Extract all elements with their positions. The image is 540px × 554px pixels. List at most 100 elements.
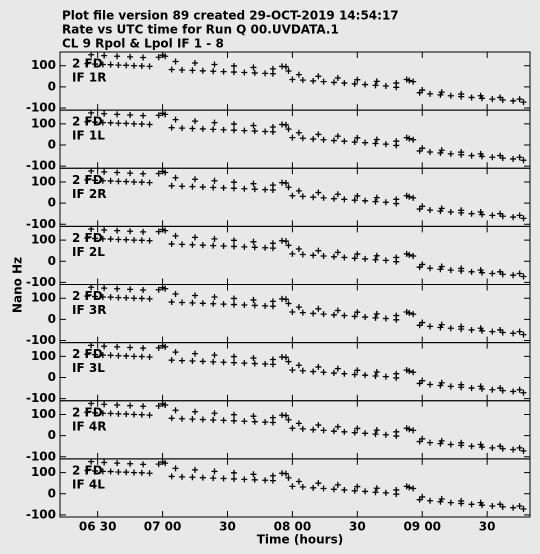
data-point	[192, 118, 199, 125]
data-point	[438, 89, 445, 96]
data-point	[520, 215, 527, 222]
data-point	[172, 291, 179, 298]
data-point	[199, 416, 206, 423]
data-point	[468, 501, 475, 508]
data-point	[458, 207, 465, 214]
data-point	[437, 324, 444, 331]
data-point	[373, 194, 380, 201]
data-point	[510, 504, 517, 511]
data-point	[140, 54, 147, 61]
data-point	[168, 473, 175, 480]
panel-frame	[59, 342, 531, 402]
y-tick-label: -100	[26, 101, 56, 115]
data-point	[220, 243, 227, 250]
data-point	[310, 484, 317, 491]
data-point	[192, 292, 199, 299]
data-point	[140, 286, 147, 293]
data-point	[351, 139, 358, 146]
data-point	[168, 357, 175, 364]
y-tick-label: 100	[31, 116, 56, 130]
data-point	[220, 126, 227, 133]
panel-name-label: IF 4L	[72, 477, 105, 491]
data-point	[146, 179, 153, 186]
data-point	[230, 411, 237, 418]
data-point	[372, 140, 379, 147]
data-point	[131, 295, 138, 302]
data-point	[372, 373, 379, 380]
panel-name-label: IF 4R	[72, 419, 106, 433]
data-point	[140, 228, 147, 235]
data-point	[262, 128, 269, 135]
data-point	[84, 60, 91, 67]
data-point	[438, 205, 445, 212]
data-point	[199, 242, 206, 249]
y-tick-label: 100	[31, 465, 56, 479]
data-point	[341, 196, 348, 203]
data-point	[127, 170, 134, 177]
panel-frame	[59, 225, 531, 285]
data-point	[393, 138, 400, 145]
data-point	[427, 148, 434, 155]
data-point	[341, 486, 348, 493]
x-tick-label: 30	[479, 520, 496, 534]
data-point	[107, 410, 114, 417]
data-point	[468, 152, 475, 159]
data-point	[211, 293, 218, 300]
data-point	[299, 483, 306, 490]
data-point	[351, 487, 358, 494]
data-point	[372, 82, 379, 89]
data-point	[99, 61, 106, 68]
data-point	[146, 237, 153, 244]
data-point	[230, 475, 237, 482]
data-point	[419, 377, 426, 384]
panel-name-label: IF 1R	[72, 71, 106, 85]
data-point	[334, 133, 341, 140]
data-point	[406, 426, 413, 433]
data-point	[310, 252, 317, 259]
data-point	[88, 109, 95, 116]
data-point	[210, 126, 217, 133]
data-point	[123, 178, 130, 185]
data-point	[477, 92, 484, 99]
data-point	[520, 505, 527, 512]
y-tick-label: -100	[26, 217, 56, 231]
data-point	[92, 409, 99, 416]
data-point	[458, 497, 465, 504]
data-point	[382, 315, 389, 322]
data-point	[489, 444, 496, 451]
data-point	[262, 302, 269, 309]
data-point	[334, 74, 341, 81]
data-point	[510, 214, 517, 221]
data-point	[115, 352, 122, 359]
data-point	[115, 62, 122, 69]
data-point	[351, 197, 358, 204]
y-tick-label: -100	[26, 159, 56, 173]
data-point	[251, 186, 258, 193]
data-point	[354, 251, 361, 258]
data-point	[477, 209, 484, 216]
data-point	[373, 310, 380, 317]
data-point	[427, 323, 434, 330]
data-point	[127, 53, 134, 60]
data-point	[88, 226, 95, 233]
data-point	[410, 78, 417, 85]
panel-name-label: IF 1L	[72, 129, 105, 143]
data-point	[393, 312, 400, 319]
data-point	[262, 70, 269, 77]
data-point	[101, 168, 108, 175]
data-point	[230, 62, 237, 69]
data-point	[84, 176, 91, 183]
data-point	[138, 411, 145, 418]
panel-name-label: IF 2L	[72, 245, 105, 259]
data-point	[230, 121, 237, 128]
data-point	[155, 112, 162, 119]
data-point	[250, 413, 257, 420]
data-point	[372, 256, 379, 263]
data-point	[131, 237, 138, 244]
data-point	[315, 422, 322, 429]
data-point	[146, 121, 153, 128]
data-point	[84, 467, 91, 474]
data-point	[189, 183, 196, 190]
data-point	[123, 120, 130, 127]
